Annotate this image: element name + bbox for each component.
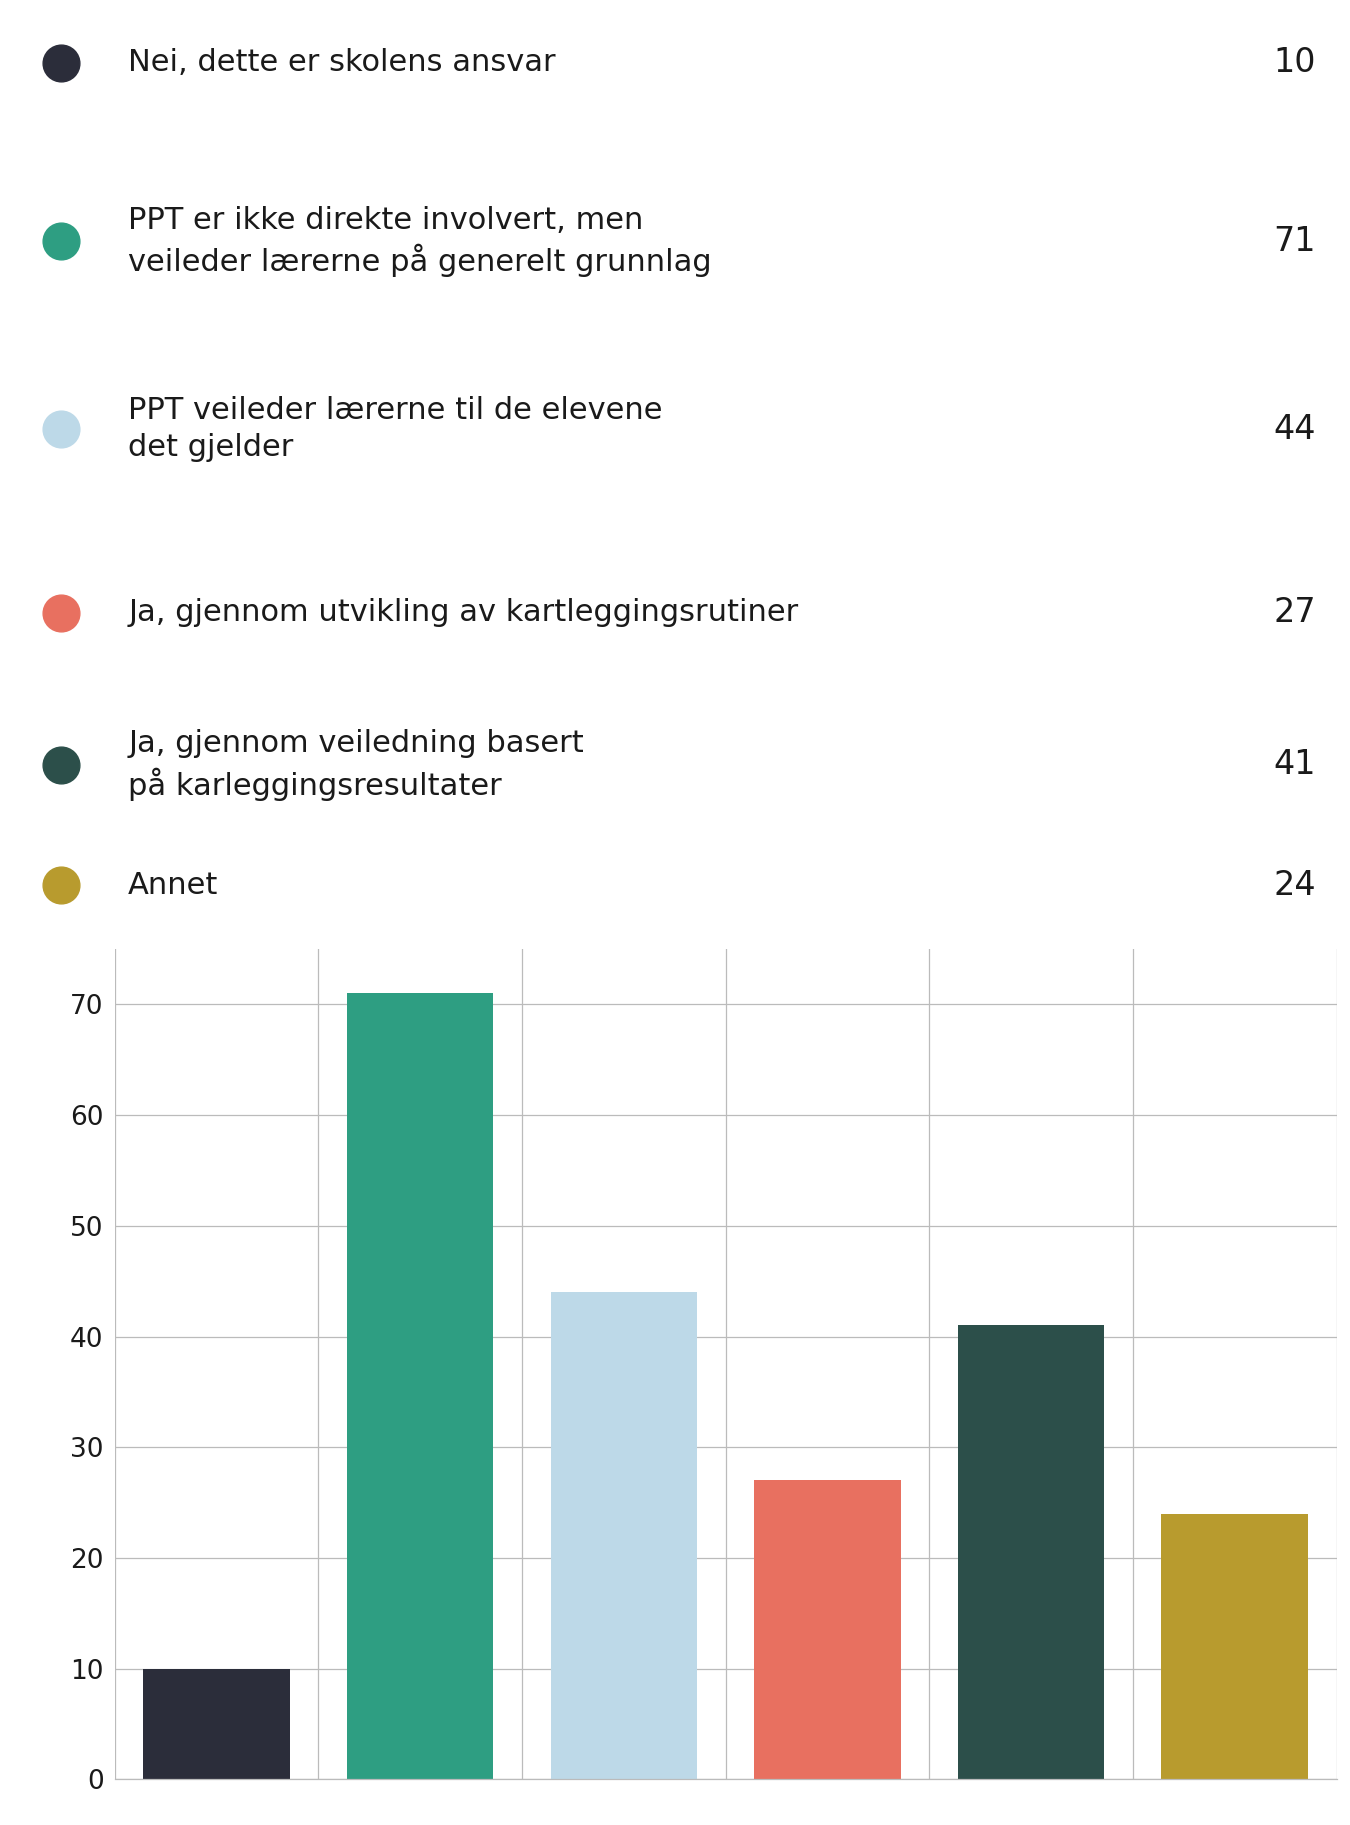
Text: 10: 10 xyxy=(1274,46,1316,78)
Bar xyxy=(551,1292,697,1779)
Bar xyxy=(347,993,494,1779)
Bar xyxy=(1161,1513,1308,1779)
Bar xyxy=(957,1325,1104,1779)
Text: Ja, gjennom veiledning basert
på karleggingsresultater: Ja, gjennom veiledning basert på karlegg… xyxy=(128,728,585,801)
Text: PPT veileder lærerne til de elevene
det gjelder: PPT veileder lærerne til de elevene det … xyxy=(128,396,663,462)
Text: Annet: Annet xyxy=(128,871,219,900)
Text: 44: 44 xyxy=(1274,412,1316,445)
Point xyxy=(50,750,72,779)
Text: Nei, dette er skolens ansvar: Nei, dette er skolens ansvar xyxy=(128,47,556,77)
Point xyxy=(50,226,72,256)
Text: 24: 24 xyxy=(1273,869,1316,902)
Text: 41: 41 xyxy=(1274,748,1316,781)
Bar xyxy=(755,1480,900,1779)
Point xyxy=(50,414,72,443)
Text: 71: 71 xyxy=(1274,224,1316,257)
Point xyxy=(50,871,72,900)
Text: PPT er ikke direkte involvert, men
veileder lærerne på generelt grunnlag: PPT er ikke direkte involvert, men veile… xyxy=(128,206,711,277)
Point xyxy=(50,599,72,628)
Text: Ja, gjennom utvikling av kartleggingsrutiner: Ja, gjennom utvikling av kartleggingsrut… xyxy=(128,599,798,628)
Point xyxy=(50,47,72,77)
Text: 27: 27 xyxy=(1273,597,1316,630)
Bar xyxy=(143,1668,290,1779)
